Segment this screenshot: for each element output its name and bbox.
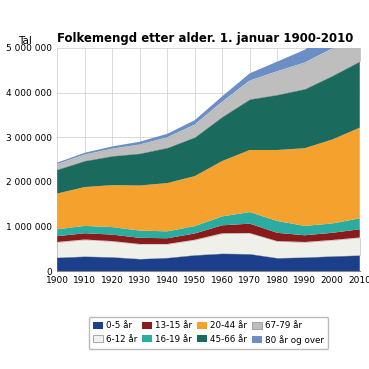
Legend: 0-5 år, 6-12 år, 13-15 år, 16-19 år, 20-44 år, 45-66 år, 67-79 år, 80 år og over: 0-5 år, 6-12 år, 13-15 år, 16-19 år, 20-… — [89, 317, 328, 349]
Text: Tal: Tal — [18, 36, 32, 46]
Text: Folkemengd etter alder. 1. januar 1900-2010: Folkemengd etter alder. 1. januar 1900-2… — [57, 32, 354, 45]
